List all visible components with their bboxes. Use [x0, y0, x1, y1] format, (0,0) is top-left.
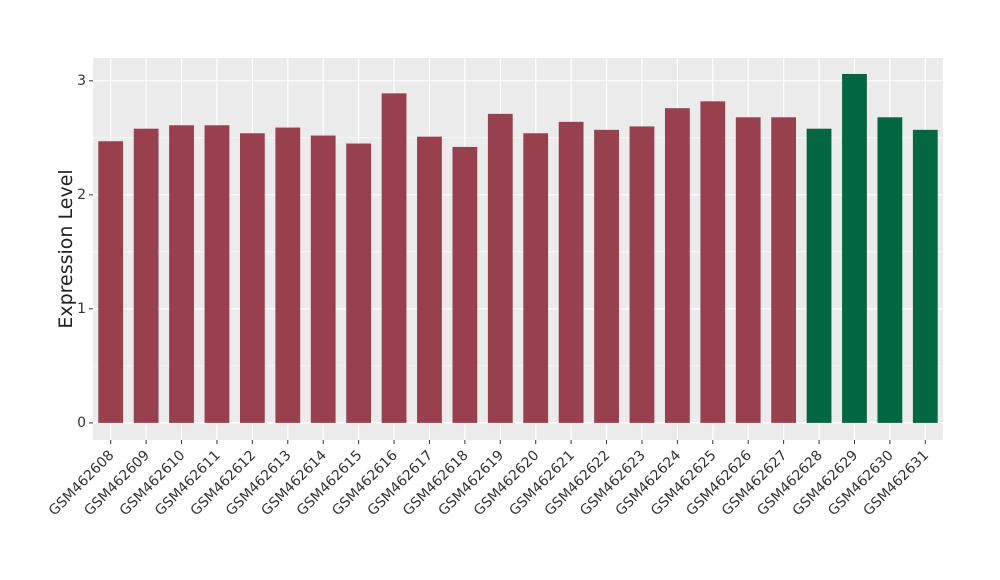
bar — [629, 126, 655, 423]
bar — [664, 108, 690, 423]
y-tick-label: 0 — [77, 415, 86, 431]
bar — [806, 128, 832, 423]
bar — [98, 141, 124, 423]
bar — [204, 125, 230, 423]
bar — [381, 93, 407, 423]
bar — [487, 113, 513, 423]
bar — [594, 129, 619, 423]
bar — [417, 136, 442, 423]
bar — [877, 117, 903, 423]
bar — [912, 129, 938, 423]
bar — [275, 127, 301, 423]
y-axis-title: Expression Level — [55, 169, 77, 328]
bar — [310, 135, 336, 423]
bar — [239, 133, 265, 423]
bar — [558, 121, 584, 423]
bar — [133, 128, 159, 423]
y-tick-label: 1 — [77, 301, 86, 317]
bar — [169, 125, 194, 423]
plot-background — [93, 58, 943, 440]
bar — [452, 146, 478, 423]
bar — [842, 73, 867, 423]
bar — [771, 117, 797, 423]
bar — [700, 101, 726, 423]
bar — [735, 117, 761, 423]
bar — [346, 143, 372, 423]
y-tick-label: 3 — [77, 73, 86, 89]
bar — [523, 133, 549, 423]
y-tick-label: 2 — [77, 187, 86, 203]
